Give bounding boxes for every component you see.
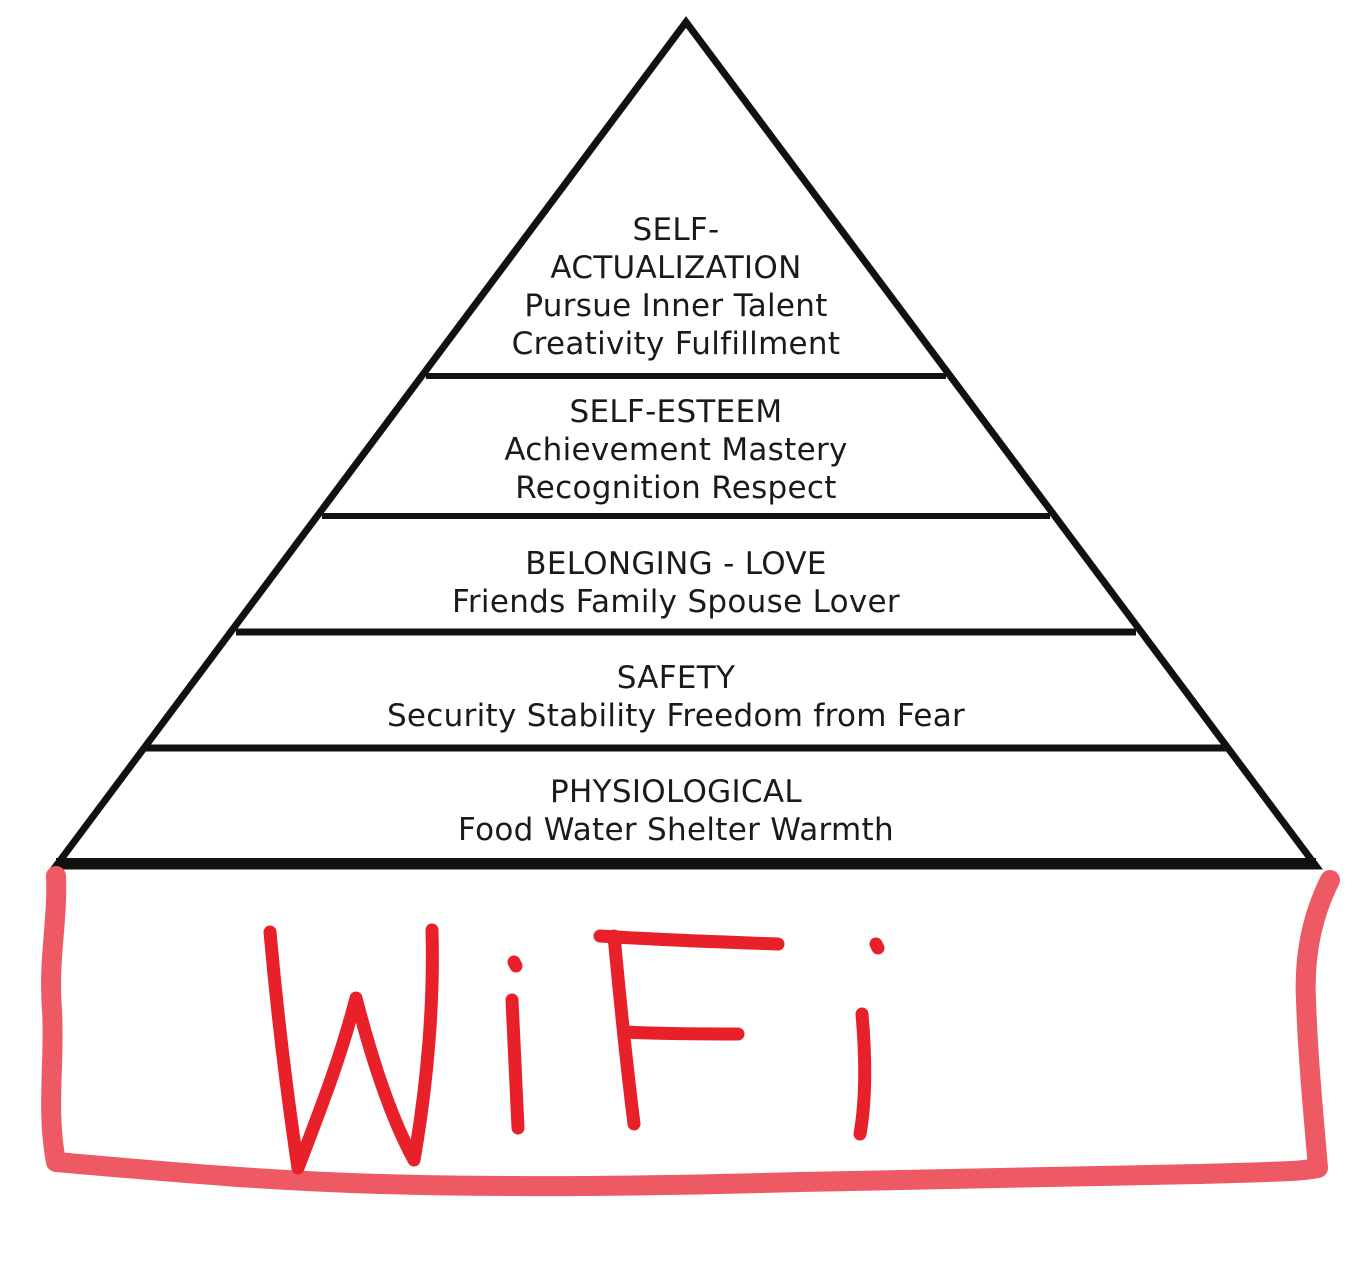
wifi-letter-i-dot <box>507 955 523 973</box>
wifi-box-outline <box>41 866 1340 1197</box>
tier-desc-line: Pursue Inner Talent <box>524 288 828 324</box>
tier-physiological: PHYSIOLOGICAL Food Water Shelter Warmth <box>0 773 1352 849</box>
wifi-letter-i2-dot <box>869 937 885 955</box>
wifi-letter-i2-stem <box>853 1007 872 1141</box>
tier-title-line: BELONGING - LOVE <box>525 546 827 582</box>
wifi-letter-f-mid <box>617 1025 745 1041</box>
wifi-letter-i-stem <box>505 993 525 1135</box>
tier-self-actualization: SELF- ACTUALIZATION Pursue Inner Talent … <box>0 211 1352 363</box>
tier-belonging-love: BELONGING - LOVE Friends Family Spouse L… <box>0 545 1352 621</box>
tier-desc-line: Achievement Mastery <box>504 432 848 468</box>
tier-desc-line: Food Water Shelter Warmth <box>458 812 894 848</box>
tier-title-line: SELF-ESTEEM <box>569 394 783 430</box>
tier-self-esteem: SELF-ESTEEM Achievement Mastery Recognit… <box>0 393 1352 507</box>
tier-desc-line: Recognition Respect <box>515 470 837 506</box>
tier-desc-line: Creativity Fulfillment <box>511 326 841 362</box>
wifi-handwriting <box>263 923 885 1175</box>
tier-title-line: SAFETY <box>616 660 736 696</box>
tier-desc-line: Friends Family Spouse Lover <box>452 584 900 620</box>
wifi-letter-f-top <box>593 929 785 951</box>
wifi-letter-w <box>263 923 439 1175</box>
tier-title-line: SELF- <box>632 212 720 248</box>
tier-safety: SAFETY Security Stability Freedom from F… <box>0 659 1352 735</box>
tier-desc-line: Security Stability Freedom from Fear <box>386 698 966 734</box>
tier-title-line: PHYSIOLOGICAL <box>550 774 802 810</box>
tier-title-line: ACTUALIZATION <box>550 250 802 286</box>
